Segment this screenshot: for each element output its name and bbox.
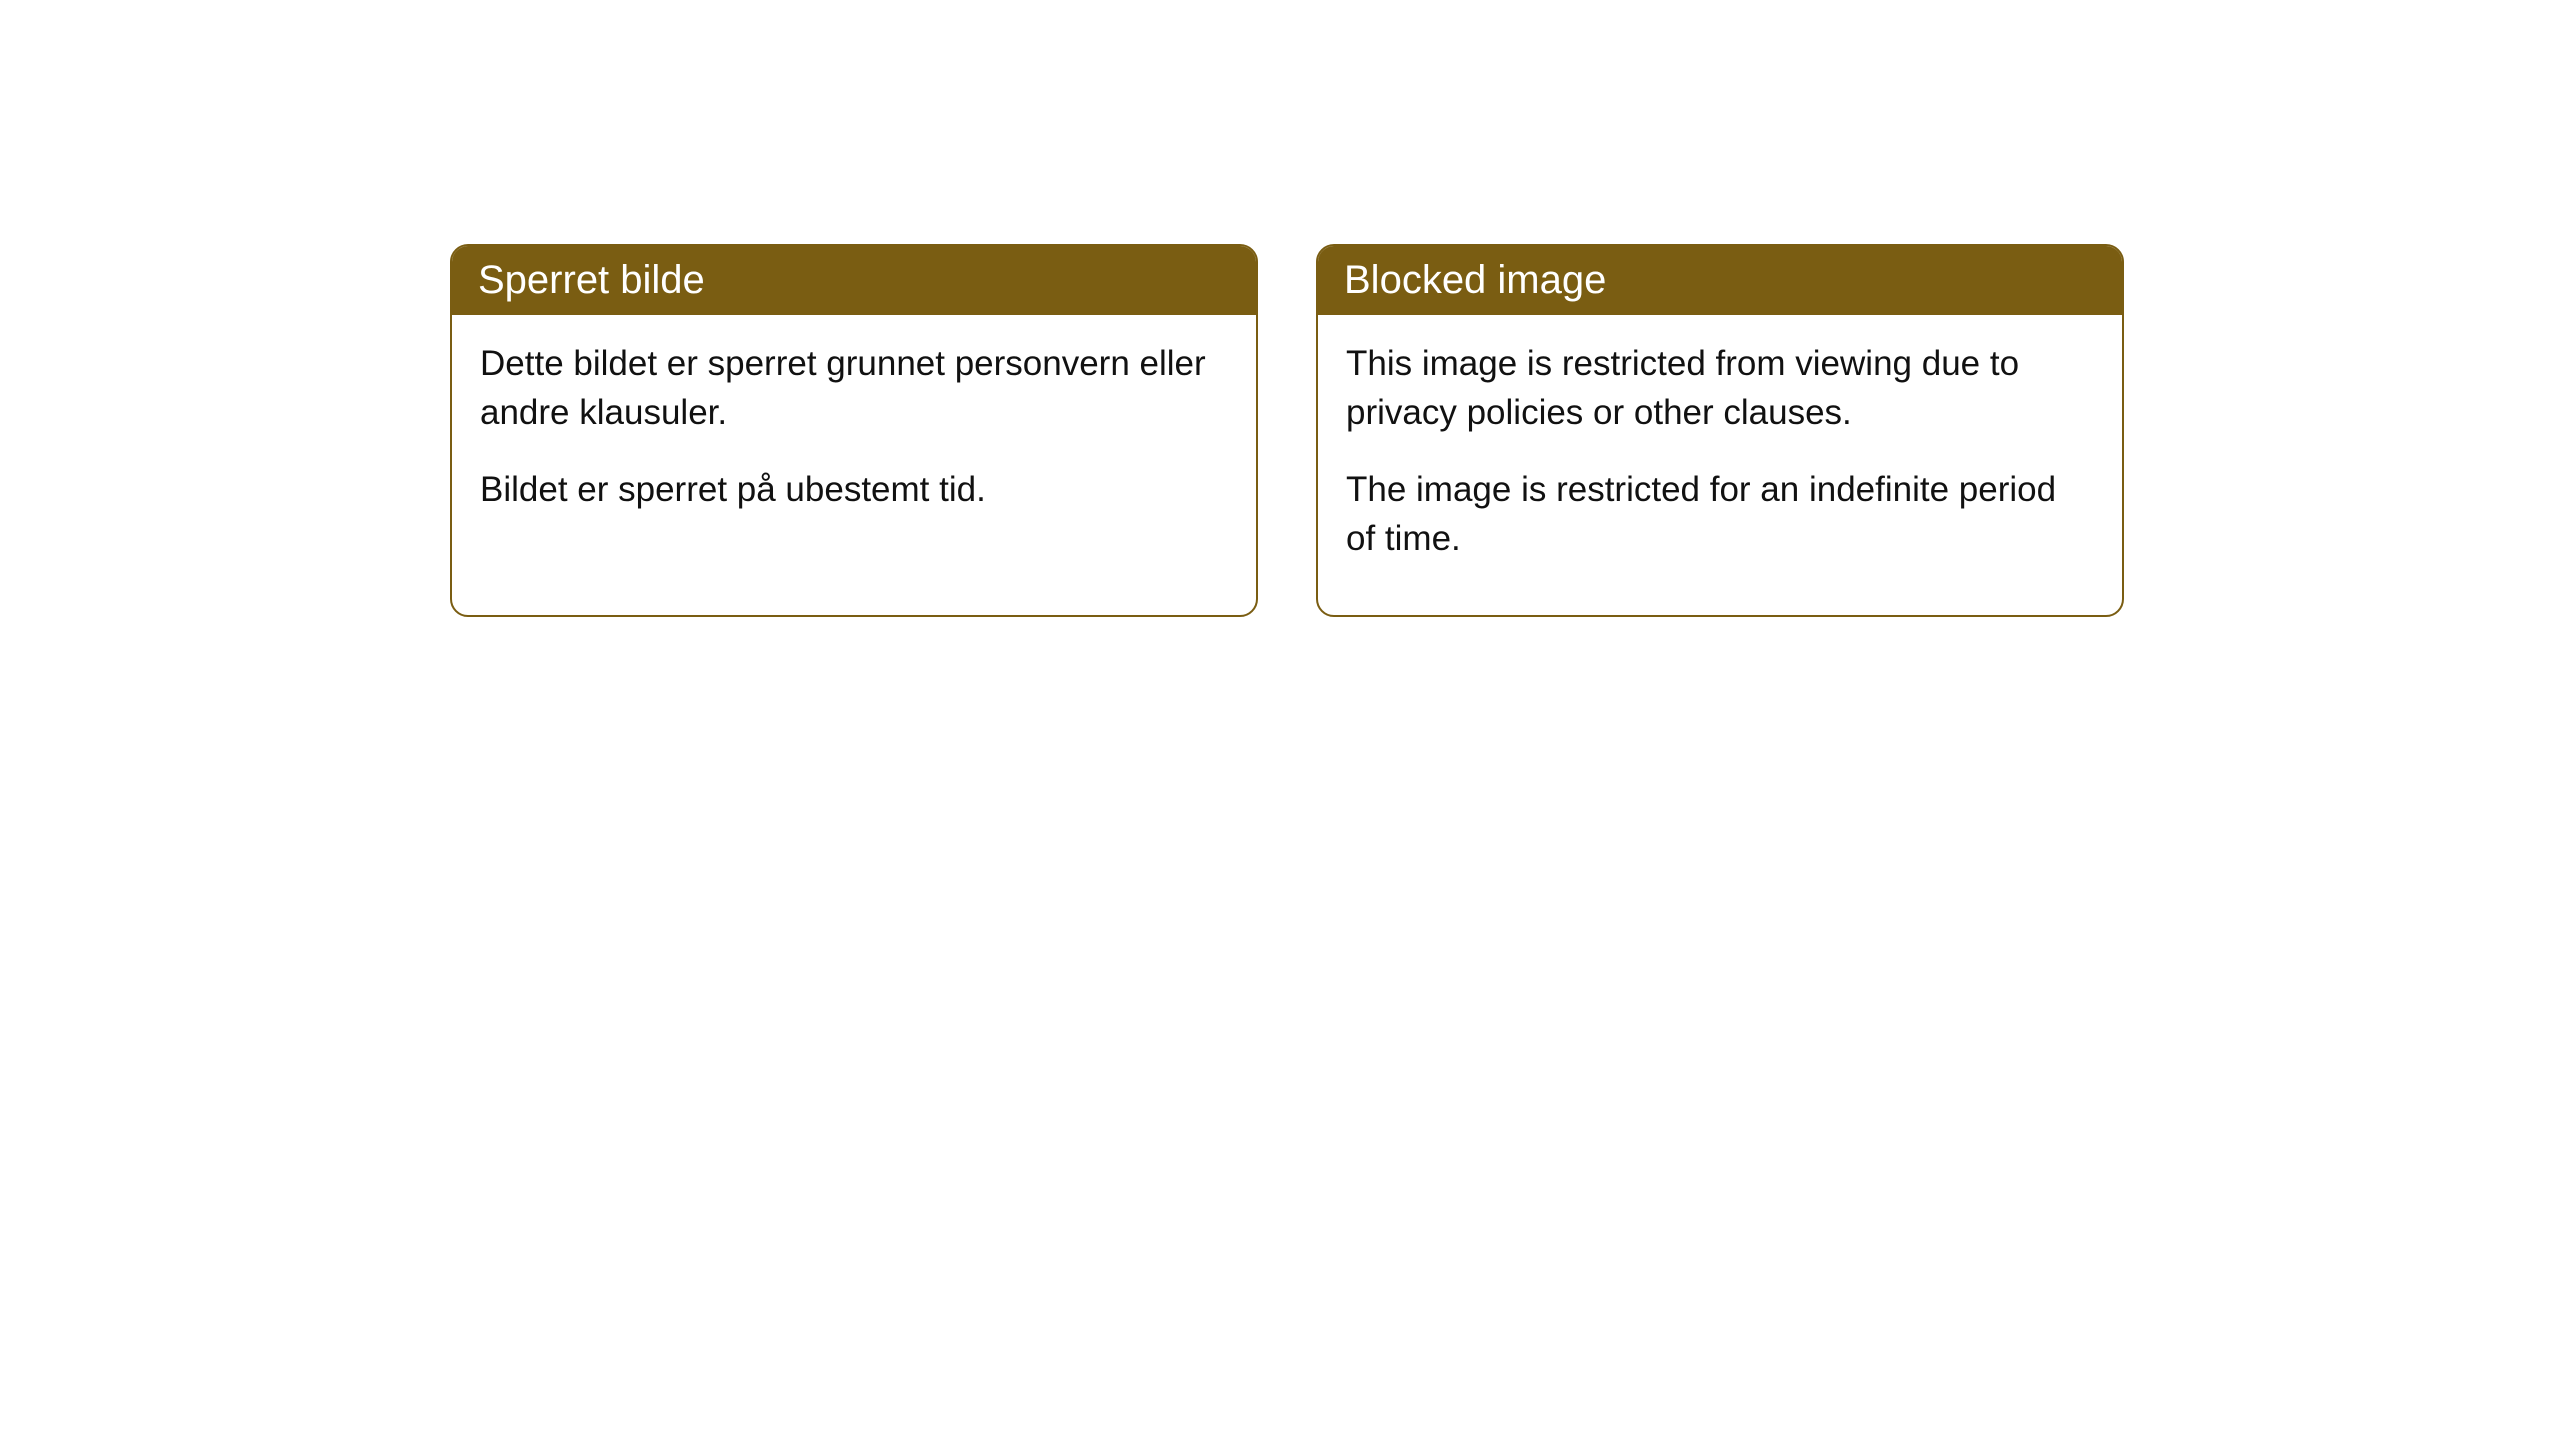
card-title: Sperret bilde bbox=[478, 258, 705, 302]
card-paragraph: The image is restricted for an indefinit… bbox=[1346, 465, 2094, 563]
notice-cards-container: Sperret bilde Dette bildet er sperret gr… bbox=[450, 244, 2560, 617]
card-title: Blocked image bbox=[1344, 258, 1606, 302]
notice-card-norwegian: Sperret bilde Dette bildet er sperret gr… bbox=[450, 244, 1258, 617]
card-header: Sperret bilde bbox=[452, 246, 1256, 315]
card-paragraph: Bildet er sperret på ubestemt tid. bbox=[480, 465, 1228, 514]
card-paragraph: This image is restricted from viewing du… bbox=[1346, 339, 2094, 437]
card-header: Blocked image bbox=[1318, 246, 2122, 315]
card-body: This image is restricted from viewing du… bbox=[1318, 315, 2122, 615]
card-paragraph: Dette bildet er sperret grunnet personve… bbox=[480, 339, 1228, 437]
notice-card-english: Blocked image This image is restricted f… bbox=[1316, 244, 2124, 617]
card-body: Dette bildet er sperret grunnet personve… bbox=[452, 315, 1256, 566]
